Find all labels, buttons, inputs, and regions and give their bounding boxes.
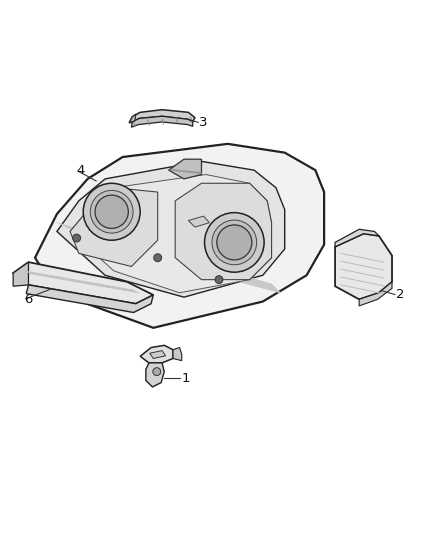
Text: 3: 3 bbox=[199, 116, 208, 130]
Polygon shape bbox=[146, 363, 164, 387]
Polygon shape bbox=[35, 144, 324, 328]
Polygon shape bbox=[173, 348, 182, 361]
Polygon shape bbox=[169, 159, 201, 179]
Polygon shape bbox=[13, 262, 28, 286]
Circle shape bbox=[73, 234, 81, 242]
Circle shape bbox=[153, 368, 161, 376]
Polygon shape bbox=[140, 345, 173, 363]
Polygon shape bbox=[26, 285, 153, 312]
Polygon shape bbox=[131, 116, 193, 127]
Polygon shape bbox=[129, 114, 136, 123]
Polygon shape bbox=[13, 262, 153, 304]
Circle shape bbox=[90, 190, 133, 233]
Circle shape bbox=[95, 195, 128, 229]
Circle shape bbox=[83, 183, 140, 240]
Text: 2: 2 bbox=[396, 288, 405, 302]
Text: 1: 1 bbox=[182, 372, 190, 385]
Circle shape bbox=[154, 254, 162, 262]
Circle shape bbox=[215, 276, 223, 284]
Text: 4: 4 bbox=[77, 164, 85, 176]
Polygon shape bbox=[335, 229, 379, 247]
Polygon shape bbox=[70, 188, 158, 266]
Polygon shape bbox=[129, 110, 195, 123]
Circle shape bbox=[217, 225, 252, 260]
Polygon shape bbox=[175, 183, 272, 280]
Polygon shape bbox=[150, 351, 166, 359]
Polygon shape bbox=[57, 161, 285, 297]
Circle shape bbox=[205, 213, 264, 272]
Text: 6: 6 bbox=[24, 293, 32, 306]
Polygon shape bbox=[70, 174, 272, 293]
Polygon shape bbox=[188, 216, 209, 227]
Polygon shape bbox=[335, 233, 392, 300]
Polygon shape bbox=[359, 282, 392, 306]
Circle shape bbox=[212, 220, 257, 265]
